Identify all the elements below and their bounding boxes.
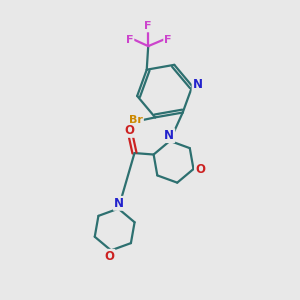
Text: F: F <box>145 21 152 32</box>
Text: O: O <box>124 124 134 137</box>
Text: O: O <box>104 250 115 263</box>
Text: F: F <box>126 34 134 45</box>
Text: O: O <box>195 163 205 176</box>
Text: Br: Br <box>129 115 143 125</box>
Text: N: N <box>164 129 174 142</box>
Text: N: N <box>114 197 124 210</box>
Text: F: F <box>164 34 172 45</box>
Text: N: N <box>193 78 202 91</box>
